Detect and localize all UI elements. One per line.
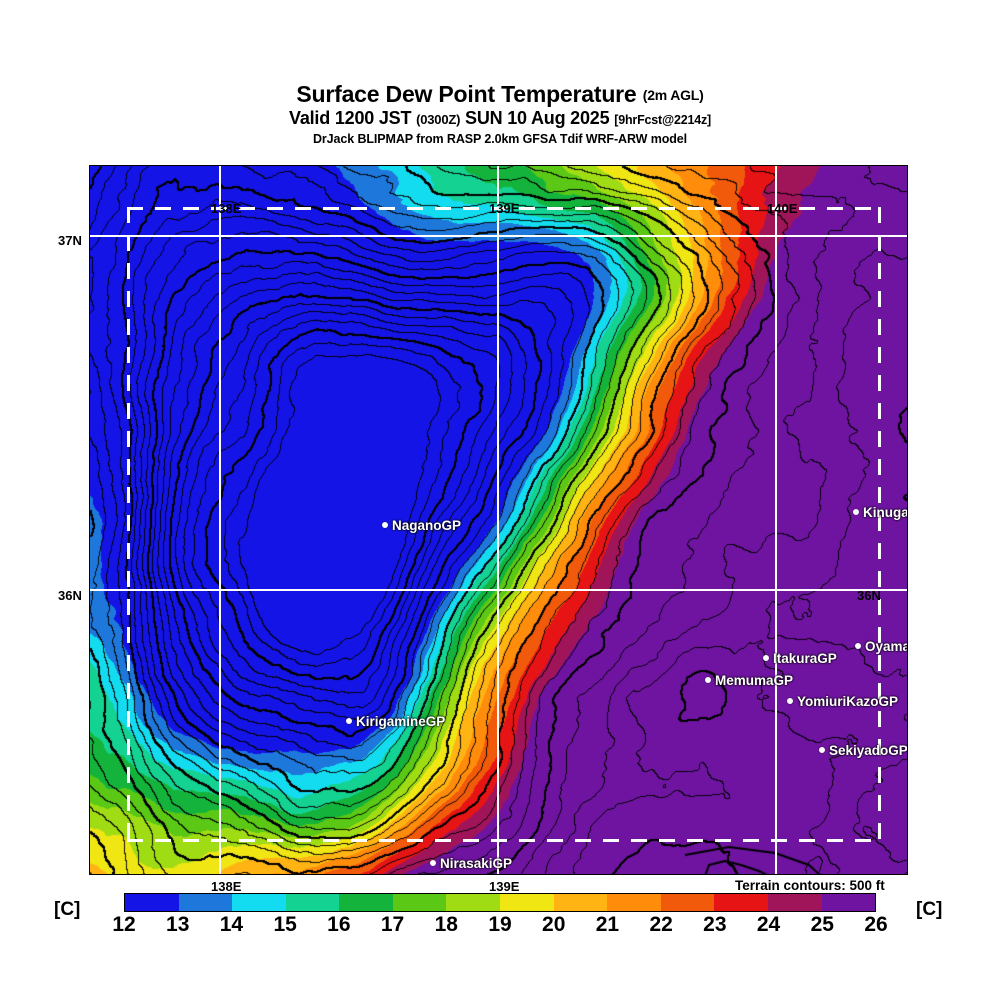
colorbar-swatch-17: [392, 894, 447, 911]
station-dot-icon: [855, 643, 861, 650]
colorbar-tick-25: 25: [810, 913, 834, 936]
colorbar-tick-15: 15: [273, 913, 297, 936]
domain-box-right: [878, 207, 881, 839]
colorbar-area: [C] [C] 12 13 14 15 16 17 18 19 20 21 22 23 24 25 26: [0, 893, 1000, 943]
map-overlay-layer: 138E 139E 140E NaganoGP KirigamineGP Nirasaki…: [89, 165, 908, 875]
colorbar-tick-24: 24: [756, 913, 781, 936]
lat-label-0: 37N: [58, 233, 82, 248]
colorbar-tick-20: 20: [542, 913, 566, 936]
lon-label-139E: 139E: [489, 201, 520, 216]
station-label: MemumaGP: [715, 672, 794, 688]
domain-box-left: [127, 207, 130, 839]
lon-label-138E: 138E: [211, 201, 242, 216]
colorbar-swatch-20: [553, 894, 608, 911]
longitude-gridline-2: [775, 165, 777, 875]
colorbar-tick-21: 21: [595, 913, 620, 936]
station-dot-icon: [763, 655, 769, 662]
map-plot-area[interactable]: 138E 139E 140E NaganoGP KirigamineGP Nirasaki…: [89, 165, 908, 875]
colorbar-swatch-14: [232, 894, 286, 911]
page-title-suffix: (2m AGL): [642, 87, 704, 103]
latitude-gridline-1: [89, 589, 908, 591]
station-dot-icon: [382, 522, 388, 529]
colorbar-swatch-18: [446, 894, 501, 911]
colorbar-tick-19: 19: [488, 913, 512, 936]
lon-label-140E: 140E: [767, 201, 798, 216]
station-dot-icon: [787, 698, 793, 705]
dewpoint-field-canvas: [89, 165, 908, 875]
page-title-main: Surface Dew Point Temperature: [296, 81, 637, 107]
valid-time-utc: (0300Z): [416, 112, 461, 128]
station-marker-KirigamineGP[interactable]: KirigamineGP: [346, 713, 445, 729]
colorbar-swatches: [124, 893, 876, 912]
longitude-gridline-0: [219, 165, 221, 875]
page-title: Surface Dew Point Temperature (2m AGL): [0, 82, 1000, 106]
colorbar-swatch-21: [607, 894, 661, 911]
colorbar-swatch-23: [714, 894, 768, 911]
station-marker-KinugawaGP[interactable]: KinugawaGP: [853, 504, 908, 520]
colorbar-swatch-13: [178, 894, 233, 911]
station-label: NirasakiGP: [440, 855, 513, 871]
station-label: YomiuriKazoGP: [797, 693, 899, 709]
station-marker-NirasakiGP[interactable]: NirasakiGP: [430, 855, 512, 871]
title-block: Surface Dew Point Temperature (2m AGL) V…: [0, 82, 1000, 146]
forecast-hour: [9hrFcst@2214z]: [614, 113, 711, 128]
colorbar-tick-12: 12: [112, 913, 136, 936]
station-label: KirigamineGP: [356, 713, 446, 729]
station-dot-icon: [430, 860, 436, 867]
station-marker-MemumaGP[interactable]: MemumaGP: [705, 672, 793, 688]
colorbar-swatch-19: [500, 894, 554, 911]
colorbar-unit-left: [C]: [54, 899, 81, 920]
colorbar-tick-labels: 12 13 14 15 16 17 18 19 20 21 22 23 24 25 26: [112, 913, 887, 941]
colorbar-swatch-15: [285, 894, 340, 911]
model-source-line: DrJack BLIPMAP from RASP 2.0km GFSA Tdif…: [312, 131, 688, 146]
valid-time-line: Valid 1200 JST (0300Z) SUN 10 Aug 2025 […: [0, 107, 1000, 130]
station-dot-icon: [819, 747, 825, 754]
station-marker-SekiyadoGP[interactable]: SekiyadoGP: [819, 742, 908, 758]
colorbar-swatch-25: [821, 894, 876, 911]
colorbar-tick-13: 13: [166, 913, 190, 936]
latitude-gridline-0: [89, 235, 908, 237]
station-marker-ItakuraGP[interactable]: ItakuraGP: [763, 650, 837, 666]
lon-label-bottom-138E: 138E: [211, 879, 242, 894]
colorbar-tick-18: 18: [434, 913, 458, 936]
colorbar-swatch-12: [125, 894, 179, 911]
colorbar-unit-right: [C]: [916, 899, 943, 920]
lat-label-2: 36N: [857, 588, 881, 603]
colorbar-tick-14: 14: [219, 913, 244, 936]
lon-label-bottom-139E: 139E: [489, 879, 520, 894]
station-label: NaganoGP: [392, 517, 462, 533]
colorbar-swatch-22: [660, 894, 715, 911]
longitude-gridline-1: [497, 165, 499, 875]
station-marker-NaganoGP[interactable]: NaganoGP: [382, 517, 461, 533]
colorbar-tick-17: 17: [380, 913, 405, 936]
station-label: ItakuraGP: [773, 650, 837, 666]
station-dot-icon: [705, 677, 711, 684]
domain-box-bottom: [127, 839, 878, 842]
colorbar-tick-22: 22: [649, 913, 673, 936]
colorbar-swatch-24: [767, 894, 822, 911]
valid-date: SUN 10 Aug 2025: [465, 108, 610, 129]
valid-time-local: Valid 1200 JST: [289, 108, 412, 129]
colorbar-tick-16: 16: [327, 913, 351, 936]
domain-box-top: [127, 207, 878, 210]
station-marker-OyamakinuGP[interactable]: OyamakinuGP: [855, 638, 908, 654]
colorbar-swatch-16: [339, 894, 393, 911]
station-label: KinugawaGP: [863, 504, 908, 520]
terrain-contour-note: Terrain contours: 500 ft: [735, 878, 885, 893]
station-dot-icon: [346, 718, 352, 725]
station-marker-YomiuriKazoGP[interactable]: YomiuriKazoGP: [787, 693, 898, 709]
colorbar-tick-26: 26: [864, 913, 888, 936]
station-label: SekiyadoGP: [829, 742, 908, 758]
lat-label-1: 36N: [58, 588, 82, 603]
station-label: OyamakinuGP: [865, 638, 908, 654]
station-dot-icon: [853, 509, 859, 516]
colorbar-tick-23: 23: [703, 913, 727, 936]
